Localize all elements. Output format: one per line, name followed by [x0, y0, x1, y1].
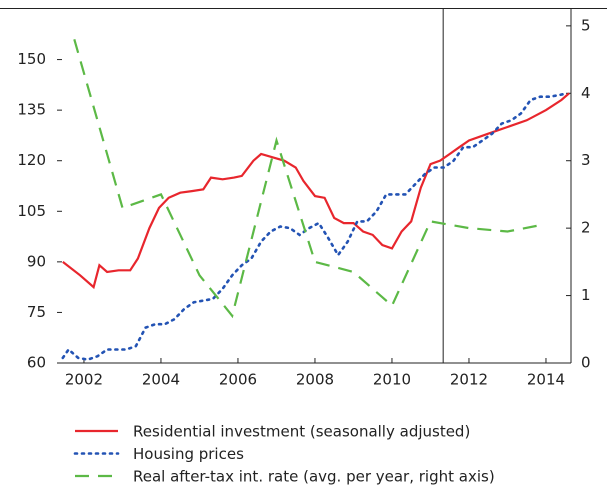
y-tick-label: 150 [17, 50, 46, 68]
x-tick-label: 2008 [296, 371, 334, 389]
x-tick-label: 2002 [65, 371, 103, 389]
y-tick-label: 60 [27, 354, 46, 372]
legend-label: Housing prices [133, 445, 244, 463]
x-tick-label: 2014 [527, 371, 565, 389]
x-tick-label: 2004 [142, 371, 180, 389]
y2-tick-label: 4 [581, 84, 591, 102]
y-tick-label: 120 [17, 151, 46, 169]
legend-label: Residential investment (seasonally adjus… [133, 423, 470, 441]
y-tick-label: 135 [17, 101, 46, 119]
series-line [62, 92, 570, 290]
y2-tick-label: 1 [581, 286, 591, 304]
y2-tick-label: 0 [581, 354, 591, 372]
y-tick-label: 105 [17, 202, 46, 220]
y2-tick-label: 3 [581, 151, 591, 169]
x-tick-label: 2012 [450, 371, 488, 389]
y-tick-label: 90 [27, 252, 46, 270]
series-line [73, 38, 543, 319]
x-tick-label: 2010 [373, 371, 411, 389]
y2-tick-label: 5 [581, 16, 591, 34]
y-tick-label: 75 [27, 303, 46, 321]
x-tick-label: 2006 [219, 371, 257, 389]
legend-label: Real after-tax int. rate (avg. per year,… [133, 468, 495, 486]
series-line [61, 92, 569, 361]
y2-tick-label: 2 [581, 219, 591, 237]
